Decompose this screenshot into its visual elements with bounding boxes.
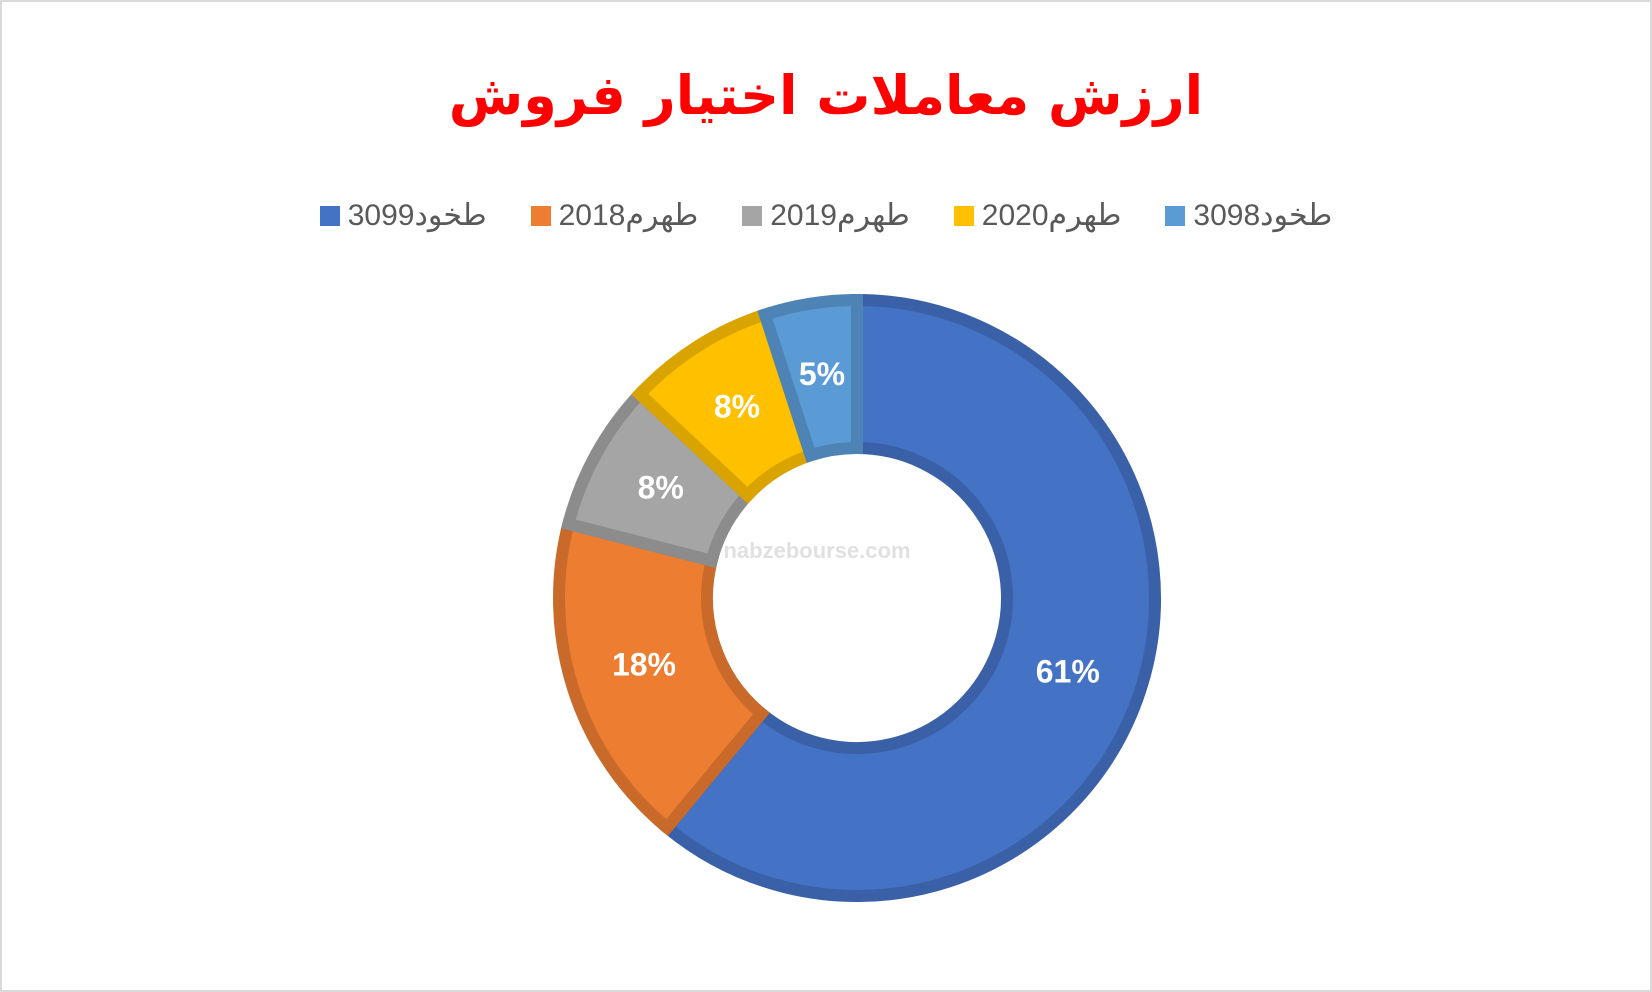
legend-item: طخود3099	[319, 198, 487, 233]
legend-label: طهرم2018	[558, 199, 699, 232]
donut-slice	[553, 516, 770, 837]
legend-swatch	[1165, 205, 1186, 226]
legend-swatch	[742, 205, 763, 226]
data-label: 5%	[799, 356, 845, 392]
legend-item: طخود3098	[1165, 198, 1332, 233]
donut-slice	[658, 293, 1161, 902]
legend-label: طخود3098	[1193, 199, 1333, 232]
legend-label: طهرم2020	[981, 199, 1122, 232]
donut-slice	[757, 293, 863, 463]
data-label: 8%	[638, 470, 684, 506]
legend-swatch	[530, 205, 551, 226]
legend-label: طخود3099	[347, 199, 487, 232]
data-label: 8%	[714, 388, 760, 424]
data-label: 18%	[612, 647, 676, 683]
legend-item: طهرم2019	[742, 198, 910, 233]
legend-swatch	[953, 205, 974, 226]
legend: طخود3099 طهرم2018 طهرم2019 طهرم2020 طخود3098	[2, 198, 1650, 233]
data-label: 61%	[1036, 653, 1100, 689]
legend-label: طهرم2019	[770, 199, 910, 232]
legend-item: طهرم2020	[953, 198, 1122, 233]
chart-title: ارزش معاملات اختیار فروش	[448, 64, 1204, 127]
legend-item: طهرم2018	[530, 198, 699, 233]
legend-swatch	[319, 205, 340, 226]
watermark: nabzebourse.com	[723, 538, 910, 563]
